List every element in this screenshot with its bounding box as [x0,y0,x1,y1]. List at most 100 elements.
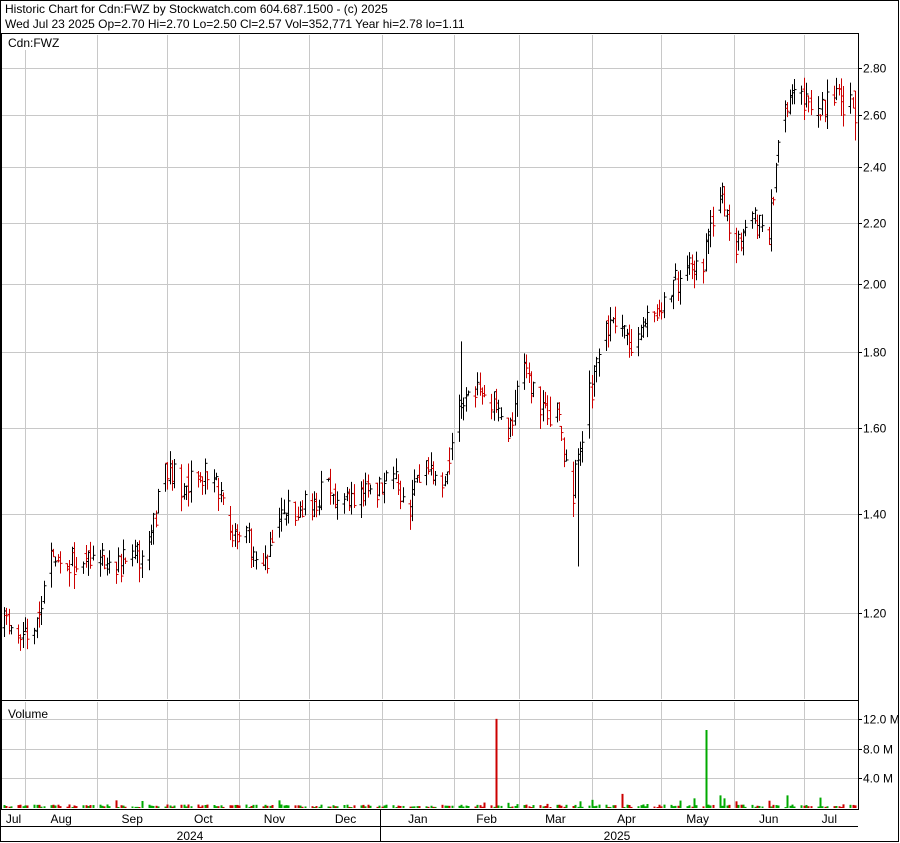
volume-bar [670,804,673,808]
month-label: Nov [264,812,285,826]
volume-bar [758,805,761,808]
price-bar [799,85,804,105]
volume-bar [124,806,127,808]
price-bar [711,206,716,237]
price-bar [100,543,105,566]
month-label: Mar [545,812,566,826]
volume-bar [250,805,253,808]
volume-bar [719,795,722,808]
price-bar [722,186,727,217]
volume-bar [360,805,363,808]
volume-bar [507,802,510,808]
volume-bar [628,805,631,808]
price-bar [279,497,284,532]
volume-bar [157,806,160,808]
volume-bar [728,804,731,808]
volume-bar [332,805,335,808]
price-bar [489,393,494,420]
volume-bar [364,806,367,808]
price-bar [559,425,564,442]
price-bar [548,396,553,427]
volume-bar [817,806,820,808]
volume-bar [646,803,649,808]
price-bar [391,466,396,490]
volume-bar [523,805,526,808]
volume-bar [334,806,337,808]
volume-bar [595,805,598,808]
vol-y-tick-label: 8.0 M [863,743,893,757]
volume-bar [653,806,656,808]
price-bar [102,555,107,570]
volume-bar [264,804,267,808]
volume-bar [637,806,640,808]
volume-bar [269,805,272,808]
price-bar [524,354,529,379]
volume-bar [206,804,209,808]
volume-bar [462,806,465,808]
volume-bar [141,800,144,808]
volume-bar [71,806,74,808]
price-bar [464,387,469,412]
volume-bar [215,806,218,808]
price-bar [58,551,63,574]
vol-y-tick-label: 4.0 M [863,772,893,786]
volume-plot-area [2,701,858,809]
price-bar [645,305,650,338]
volume-bar [350,807,353,809]
price-bar [366,474,371,498]
volume-bar [413,806,416,808]
volume-bar [721,805,724,808]
volume-bar [805,804,808,808]
volume-bar [283,805,286,808]
price-bar [736,230,741,251]
volume-bar [313,806,316,808]
volume-bar [411,806,414,808]
volume-bar [705,730,708,808]
volume-bar [327,806,330,808]
volume-panel-label: Volume [8,707,48,721]
volume-bar [169,805,172,808]
price-bar [156,488,161,514]
volume-bar [607,806,610,808]
volume-bar [173,805,176,808]
volume-bar [826,806,829,808]
volume-bar [52,804,55,808]
volume-bar [481,806,484,808]
price-bar [816,96,821,128]
volume-bar [630,806,633,808]
volume-bar [266,805,269,808]
volume-bar [451,805,454,808]
price-panel: Cdn:FWZ 1.20 1.40 1.60 1.80 2.00 2.20 2.40 2.60… [1,33,887,701]
price-bar [237,531,242,542]
volume-bar [201,805,204,808]
price-bar [42,580,47,604]
volume-bar [497,805,500,808]
volume-bar [26,805,29,808]
volume-bar [642,804,645,808]
volume-bar [467,806,470,808]
month-label: Feb [476,812,497,826]
volume-bar [38,804,41,808]
volume-bar [197,804,200,808]
volume-bar [742,804,745,808]
price-bar [671,279,676,310]
price-bar [319,470,324,511]
volume-bar [833,806,836,808]
volume-bar [122,805,125,808]
price-bar [300,500,305,518]
volume-bar [427,806,430,808]
price-bar [659,302,664,320]
volume-bar [563,806,566,808]
volume-bar [180,804,183,808]
volume-bar [134,806,137,808]
price-bar [750,211,755,229]
volume-bar [432,806,435,808]
y-tick-label: 2.80 [863,62,887,76]
volume-bar [579,801,582,808]
volume-bar [66,806,69,808]
volume-bar [549,807,552,809]
volume-bar [108,806,111,808]
volume-bar [768,800,771,808]
price-bar [447,447,452,475]
volume-bar [761,806,764,808]
